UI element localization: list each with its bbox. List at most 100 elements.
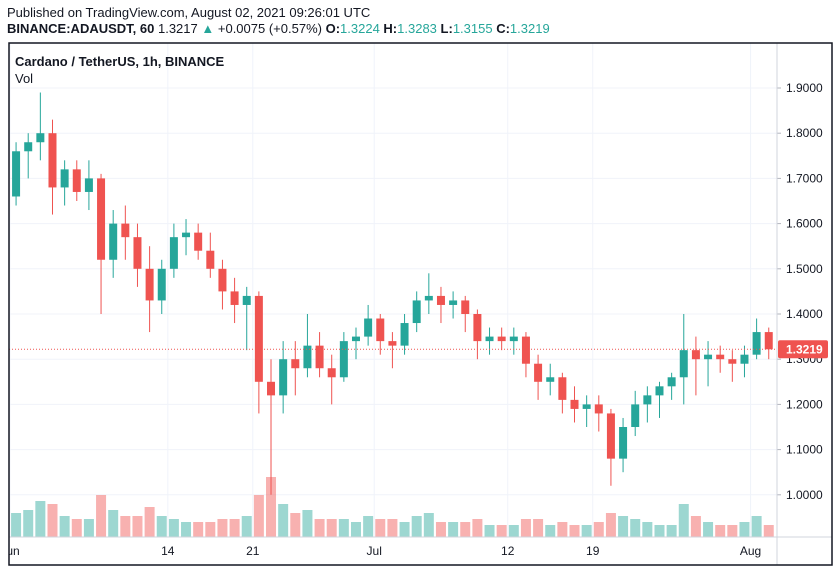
volume-bar xyxy=(678,504,689,537)
candle-body xyxy=(169,237,178,269)
volume-bar xyxy=(654,525,665,537)
volume-bar xyxy=(739,522,750,537)
volume-bar xyxy=(605,513,616,537)
candle-body xyxy=(72,169,81,192)
candle-body xyxy=(279,359,288,396)
candle-body xyxy=(133,237,142,269)
candle-body xyxy=(436,295,445,305)
volume-bar xyxy=(520,519,531,537)
high-label: H: xyxy=(383,21,398,36)
volume-bar xyxy=(557,522,568,537)
volume-bar xyxy=(448,522,459,537)
last-price: 1.3217 xyxy=(157,21,198,36)
candle-body xyxy=(182,232,191,238)
candle-body xyxy=(655,386,664,396)
volume-bar xyxy=(302,510,313,537)
candle-body xyxy=(327,368,336,378)
legend-title: Cardano / TetherUS, 1h, BINANCE xyxy=(15,54,225,69)
last-price-label: 1.3219 xyxy=(786,342,823,356)
y-tick-label: 1.1000 xyxy=(786,443,823,457)
y-tick-label: 1.0000 xyxy=(786,488,823,502)
candle-body xyxy=(303,345,312,369)
volume-bar xyxy=(399,522,410,537)
y-tick-label: 1.6000 xyxy=(786,217,823,231)
candle-body xyxy=(473,314,482,342)
symbol: BINANCE:ADAUSDT, 60 xyxy=(7,21,155,36)
volume-bar xyxy=(253,495,264,537)
grid xyxy=(9,43,777,537)
candle-body xyxy=(194,232,203,251)
symbol-summary: BINANCE:ADAUSDT, 60 1.3217 ▲ +0.0075 (+0… xyxy=(7,21,550,36)
volume-bar xyxy=(642,522,653,537)
volume-bar xyxy=(763,525,774,537)
candle-body xyxy=(716,354,725,360)
candle-body xyxy=(242,295,251,305)
candle-body xyxy=(206,250,215,269)
candle-body xyxy=(679,350,688,378)
candle-body xyxy=(449,300,458,305)
candle-body xyxy=(534,363,543,382)
high-value: 1.3283 xyxy=(397,21,437,36)
volume-bar xyxy=(144,507,155,537)
y-tick-label: 1.7000 xyxy=(786,171,823,185)
low-label: L: xyxy=(440,21,453,36)
candle-body xyxy=(606,413,615,459)
volume-bar xyxy=(387,519,398,537)
candle-body xyxy=(643,395,652,405)
candle-body xyxy=(267,381,276,396)
volume-bar xyxy=(290,513,301,537)
close-label: C: xyxy=(496,21,510,36)
candle-body xyxy=(412,300,421,324)
candle-body xyxy=(509,336,518,342)
volume-bar xyxy=(181,522,192,537)
volume-bar xyxy=(241,516,252,537)
candle-body xyxy=(521,336,530,364)
last-price-marker: 1.3219 xyxy=(9,340,828,359)
candle-body xyxy=(594,404,603,414)
volume-bar xyxy=(205,522,216,537)
change: +0.0075 (+0.57%) xyxy=(217,21,322,36)
volume-bar xyxy=(108,510,119,537)
volume-bar xyxy=(156,516,167,537)
candle-body xyxy=(740,354,749,364)
volume-bar xyxy=(229,519,240,537)
volume-bar xyxy=(350,522,361,537)
candle-body xyxy=(157,268,166,301)
volume-bar xyxy=(618,516,629,537)
candle-body xyxy=(339,341,348,378)
volume-bar xyxy=(715,525,726,537)
candle-body xyxy=(12,151,21,197)
candle-body xyxy=(546,377,555,382)
candle-body xyxy=(619,427,628,459)
candle-body xyxy=(48,133,57,188)
candle-body xyxy=(145,268,154,301)
candles xyxy=(12,92,773,495)
y-tick-label: 1.4000 xyxy=(786,307,823,321)
x-tick-label: 14 xyxy=(161,544,175,558)
time-axis[interactable]: Jun 14 21 Jul 12 19 Aug xyxy=(0,544,761,558)
open-label: O: xyxy=(325,21,341,36)
volume-bar xyxy=(168,519,179,537)
volume-bar xyxy=(569,525,580,537)
candle-body xyxy=(24,142,33,152)
price-axis[interactable]: 1.90001.80001.70001.60001.50001.40001.30… xyxy=(777,81,823,502)
chart-legend: Cardano / TetherUS, 1h, BINANCE Vol xyxy=(15,53,224,87)
candle-body xyxy=(704,354,713,360)
candle-body xyxy=(570,399,579,409)
volume-bar xyxy=(132,516,143,537)
volume-bar xyxy=(484,525,495,537)
open-value: 1.3224 xyxy=(340,21,380,36)
volume-bar xyxy=(533,519,544,537)
volume-bar xyxy=(363,516,374,537)
candle-body xyxy=(376,318,385,342)
volume-bar xyxy=(630,519,641,537)
volume-bar xyxy=(217,519,228,537)
volume-bar xyxy=(703,522,714,537)
volume-bar xyxy=(35,501,46,537)
x-tick-label: 19 xyxy=(586,544,600,558)
candle-body xyxy=(218,268,227,292)
candle-body xyxy=(400,323,409,346)
y-tick-label: 1.2000 xyxy=(786,397,823,411)
volume-bar xyxy=(423,513,434,537)
